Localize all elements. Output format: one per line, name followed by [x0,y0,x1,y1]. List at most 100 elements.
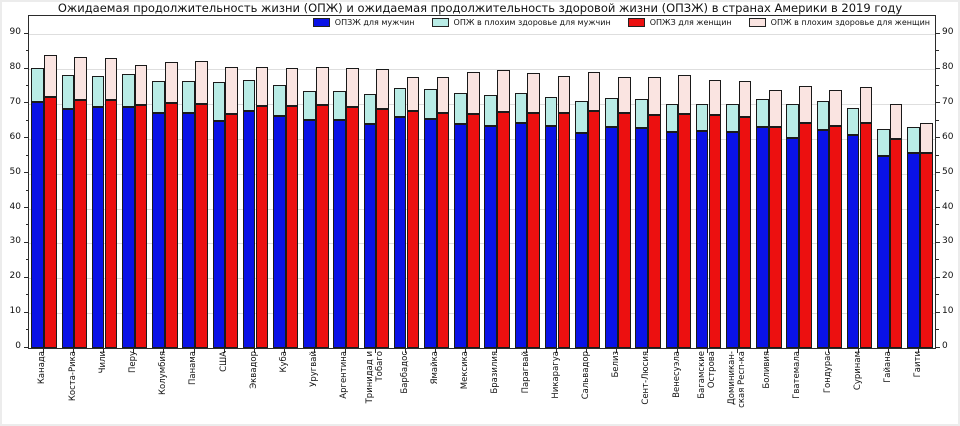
x-axis-label: Никарагуа [550,351,561,399]
legend-item: ОПЖЗ для женщин [627,18,732,27]
x-tick [163,349,165,353]
bar-male-poor-health [363,94,377,125]
x-tick [556,349,557,353]
bar-male-hale [665,132,679,348]
bar-male-hale [303,119,316,348]
y-minor-tick-right [936,154,939,156]
x-tick [888,349,890,353]
bar-female-poor-health [44,54,57,97]
bar-female-poor-health [164,62,178,103]
bar-male-hale [91,107,105,348]
bar-female-poor-health [315,66,329,106]
bar-female-poor-health [285,67,299,107]
x-axis-label: Суринам [852,351,863,391]
legend-male-hale-label: ОПЗЖ для мужчин [334,18,415,27]
x-tick [767,349,769,353]
x-axis-label: Коста-Рика [67,351,78,402]
x-tick [72,349,74,353]
legend-female-hale-swatch-icon [627,18,645,27]
y-tick-left [24,32,28,34]
y-tick-left [24,67,28,69]
y-tick-label-right: 60 [942,131,954,142]
x-tick [676,349,678,353]
bar-female-hale [255,105,269,348]
x-tick [646,349,648,353]
legend-item: ОПЖ в плохим здоровье для мужчин [431,18,611,27]
x-axis-label: Гайана [882,351,893,383]
x-axis-label: Багамские Острова [697,351,717,399]
bar-male-hale [635,127,649,348]
x-axis-label: Гондурас [822,351,833,394]
bar-male-poor-health [91,75,105,108]
y-tick-left [24,172,28,174]
x-tick [405,349,406,353]
bar-female-poor-health [134,64,148,105]
bar-male-hale [122,106,135,348]
bar-female-hale [436,113,450,348]
y-tick-left [24,137,28,139]
bar-male-poor-health [726,103,739,133]
bar-female-hale [889,138,903,348]
x-axis-label: Эквадор [248,351,259,389]
bar-female-poor-health [225,66,238,115]
bar-male-hale [816,130,830,348]
y-minor-tick-right [936,189,939,191]
x-axis-label: Перу [127,351,138,374]
bar-male-hale [514,122,528,348]
bar-female-hale [285,106,299,348]
y-minor-tick-left [25,84,28,86]
bar-male-poor-health [484,95,498,126]
bar-male-hale [907,153,920,348]
bar-female-hale [74,99,87,348]
y-tick-left [24,102,28,104]
y-tick-label-left: 70 [9,96,21,107]
y-tick-left [24,276,28,278]
bar-female-hale [225,114,238,348]
bar-male-hale [273,116,286,348]
bar-male-poor-health [212,81,226,121]
y-tick-label-left: 90 [9,27,21,38]
grid-line [29,313,935,315]
bar-female-poor-health [406,77,420,111]
y-tick-right [936,241,940,243]
bar-female-hale [738,117,752,348]
legend-female-poor-label: ОПЖ в плохим здоровье для женщин [770,18,930,27]
y-tick-right [936,276,940,278]
bar-female-poor-health [255,66,269,106]
bar-female-hale [768,126,782,348]
bar-female-hale [708,115,722,348]
bar-female-poor-health [466,72,480,114]
bar-male-hale [484,125,498,348]
bar-female-poor-health [527,72,540,114]
bar-male-poor-health [846,107,860,135]
bar-male-hale [363,124,377,348]
bar-male-hale [454,123,467,348]
bar-female-poor-health [376,69,389,109]
bar-female-poor-health [919,122,933,154]
bar-female-poor-health [648,76,661,116]
bar-male-poor-health [544,96,558,126]
x-tick [918,349,920,353]
x-tick [707,349,708,353]
chart-title: Ожидаемая продолжительность жизни (ОПЖ) … [57,1,903,15]
bar-female-poor-health [859,86,873,123]
y-minor-tick-left [25,259,28,261]
x-axis-label: Гватемала [792,351,803,399]
bar-female-hale [164,102,178,348]
y-tick-label-left: 30 [9,236,21,247]
x-tick [525,349,527,353]
bar-female-hale [648,115,661,348]
y-minor-tick-left [25,294,28,296]
y-tick-label-left: 0 [15,341,21,351]
bar-female-hale [195,103,208,348]
grid-line [29,138,935,140]
y-tick-right [936,102,940,104]
y-minor-tick-right [936,119,939,121]
bar-female-poor-health [104,57,118,101]
y-minor-tick-right [936,224,939,226]
y-tick-right [936,137,940,139]
bar-female-poor-health [74,56,87,100]
x-axis-label: Бразилия [490,351,501,394]
y-minor-tick-right [936,329,939,331]
